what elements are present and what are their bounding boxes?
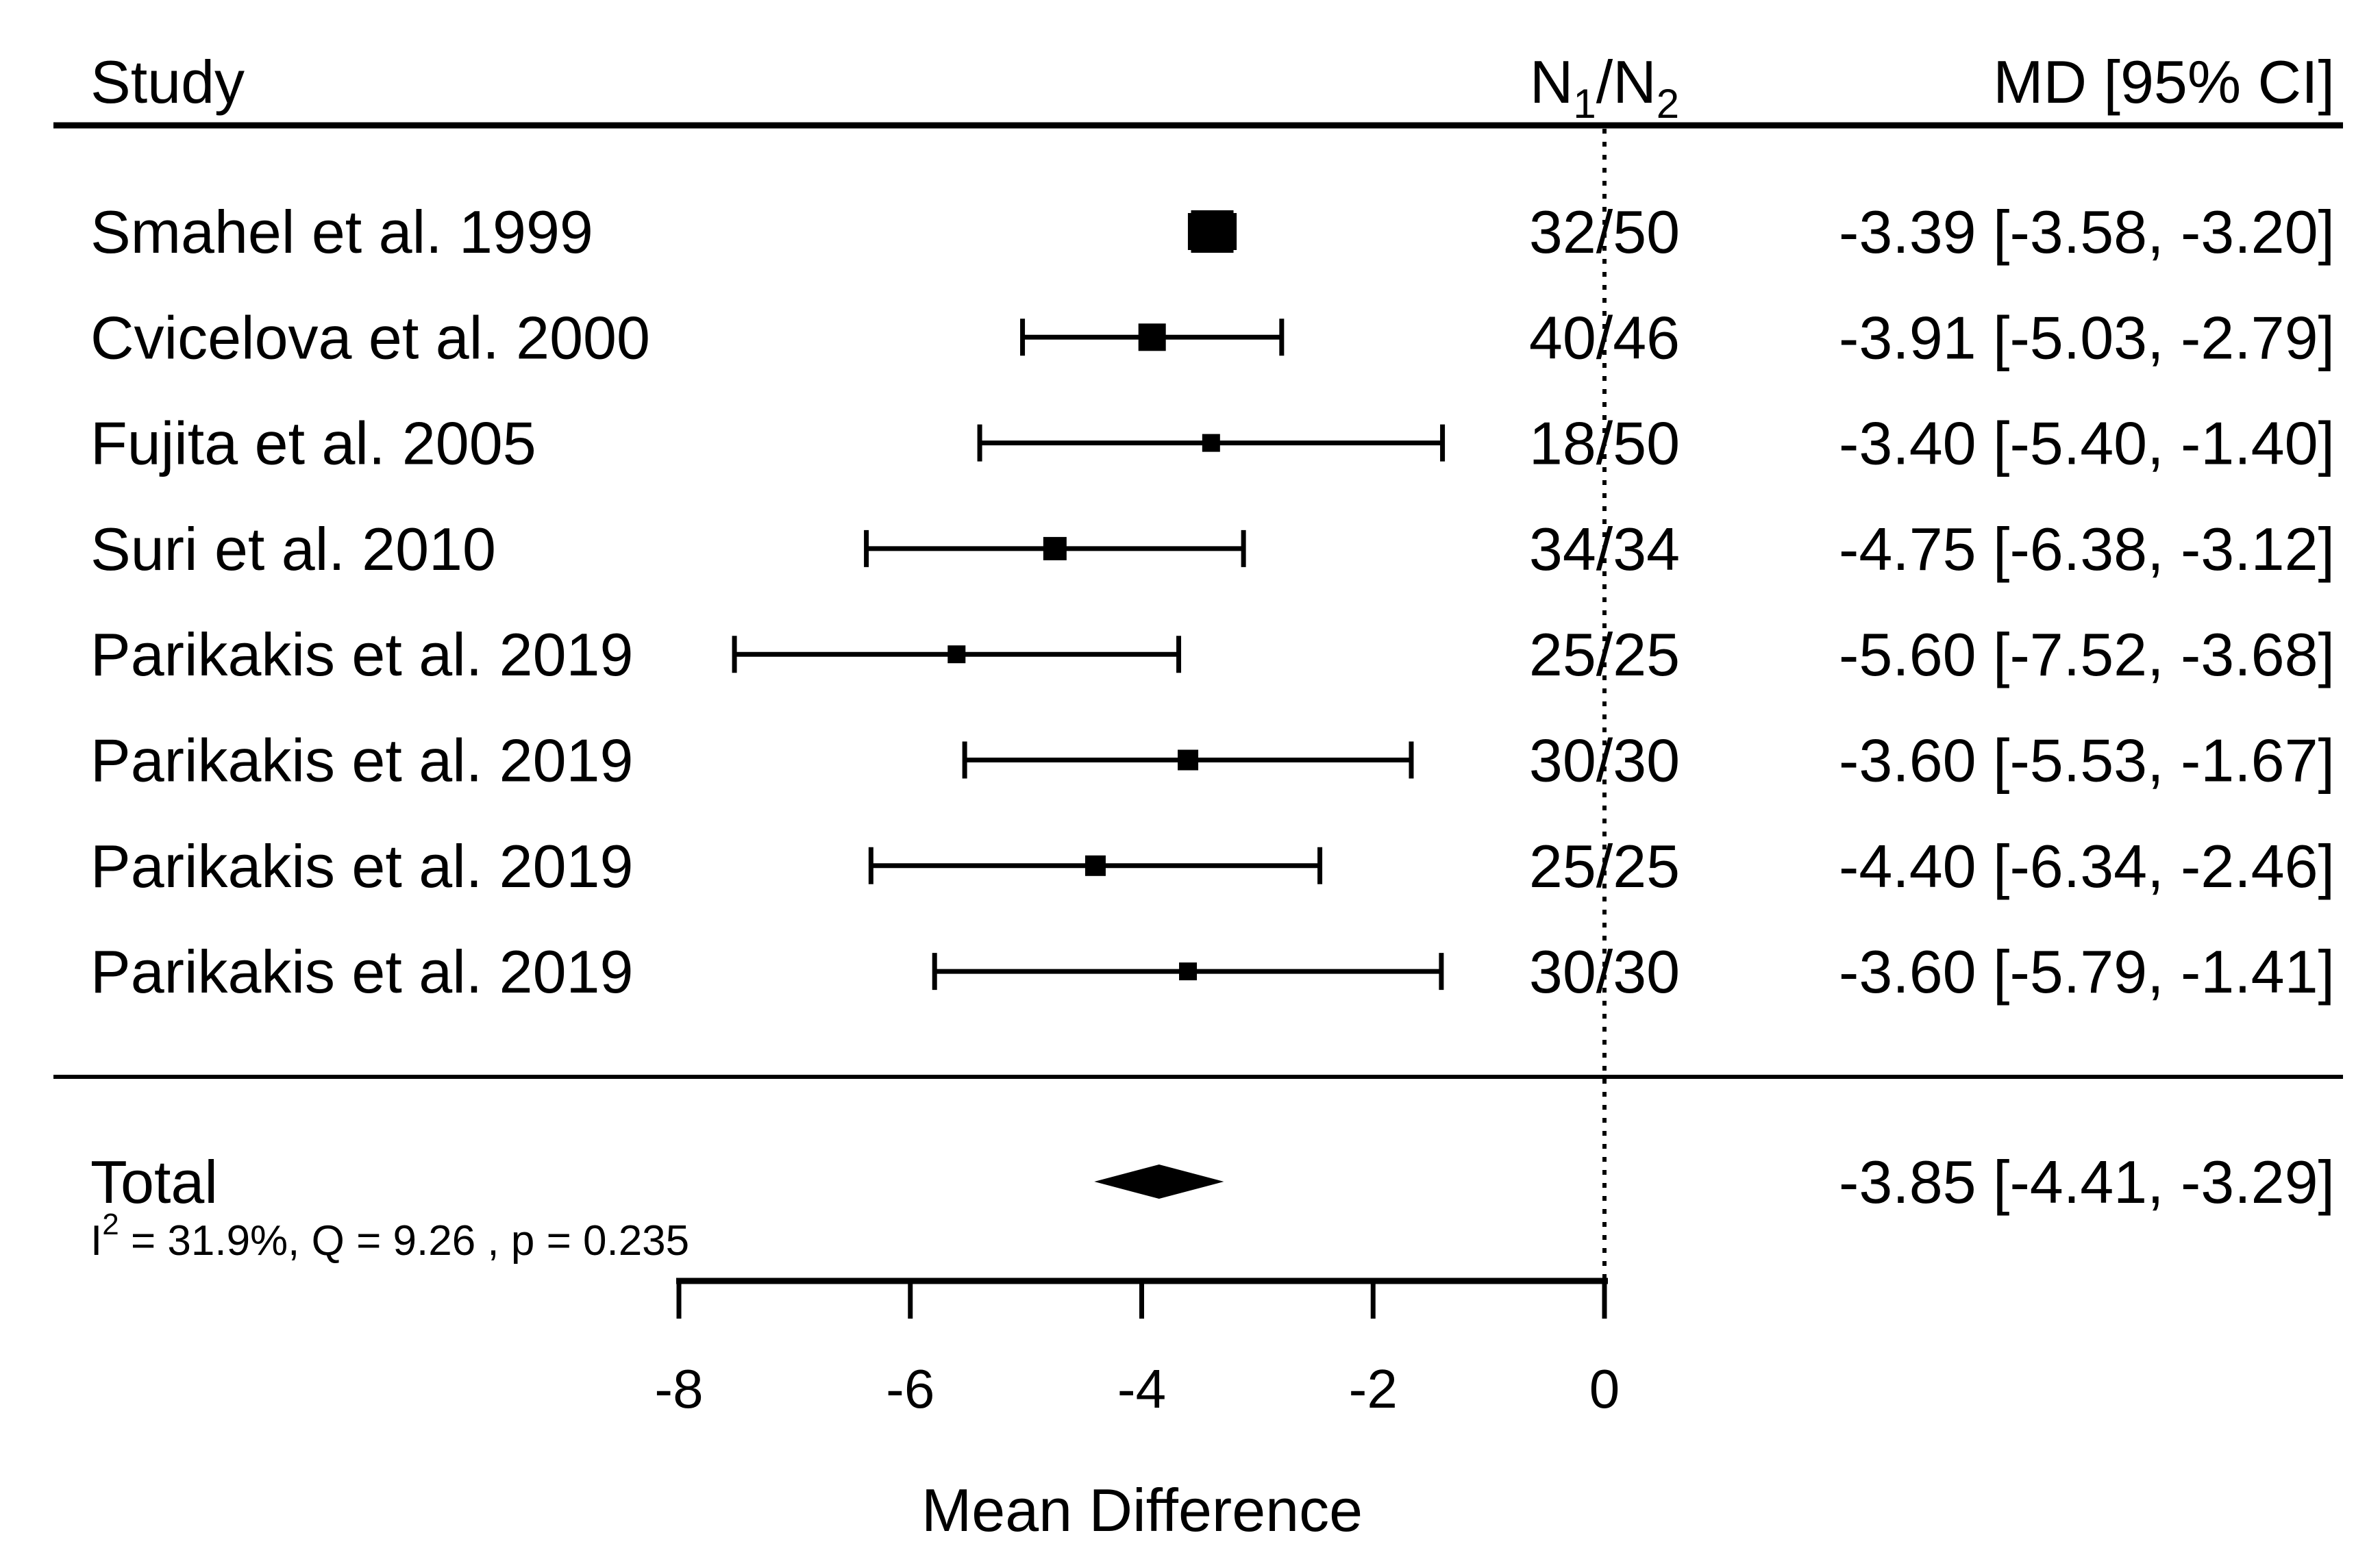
study-md-value: -4.75 [-6.38, -3.12]: [1839, 515, 2335, 583]
x-axis-tick-label: -2: [1349, 1358, 1398, 1419]
study-md-value: -3.40 [-5.40, -1.40]: [1839, 410, 2335, 477]
study-label: Cvicelova et al. 2000: [90, 303, 650, 371]
study-row: Parikakis et al. 2019 30/30 -3.60 [-5.79, …: [90, 938, 2335, 1006]
study-label: Fujita et al. 2005: [90, 410, 536, 477]
study-label: Parikakis et al. 2019: [90, 621, 633, 688]
study-n-value: 32/50: [1529, 198, 1680, 266]
study-md-value: -3.39 [-3.58, -3.20]: [1839, 198, 2335, 266]
heterogeneity-stat-sup: 2: [102, 1208, 119, 1241]
study-row: Suri et al. 2010 34/34 -4.75 [-6.38, -3.12…: [90, 515, 2335, 583]
study-n-value: 30/30: [1529, 727, 1680, 795]
column-header-study: Study: [90, 48, 245, 116]
x-axis-title: Mean Difference: [921, 1476, 1363, 1544]
total-md-value: -3.85 [-4.41, -3.29]: [1839, 1148, 2335, 1216]
study-row: Smahel et al. 1999 32/50 -3.39 [-3.58, -3.…: [90, 198, 2335, 266]
n-header-base1: N: [1530, 48, 1574, 116]
study-n-value: 25/25: [1529, 832, 1680, 900]
study-md-value: -3.60 [-5.79, -1.41]: [1839, 938, 2335, 1006]
study-n-value: 40/46: [1529, 303, 1680, 371]
column-header-n: N1/N2: [1530, 48, 1679, 127]
study-n-value: 18/50: [1529, 410, 1680, 477]
study-row: Parikakis et al. 2019 30/30 -3.60 [-5.53, …: [90, 727, 2335, 795]
heterogeneity-stats: I2 = 31.9%, Q = 9.26 , p = 0.235: [90, 1208, 689, 1265]
effect-marker: [1178, 749, 1199, 771]
heterogeneity-stat-base: I: [90, 1217, 102, 1265]
column-header-md: MD [95% CI]: [1993, 48, 2335, 116]
x-axis-tick-label: -6: [886, 1358, 934, 1419]
effect-marker: [1084, 855, 1106, 876]
study-n-value: 34/34: [1529, 515, 1680, 583]
study-md-value: -3.60 [-5.53, -1.67]: [1839, 727, 2335, 795]
x-axis-tick-label: 0: [1589, 1358, 1620, 1419]
study-md-value: -4.40 [-6.34, -2.46]: [1839, 832, 2335, 900]
x-axis-tick-label: -4: [1117, 1358, 1166, 1419]
study-label: Parikakis et al. 2019: [90, 727, 633, 795]
study-label: Smahel et al. 1999: [90, 198, 593, 266]
x-axis: -8 -6 -4 -2 0 Mean Difference: [654, 1278, 1620, 1544]
study-n-value: 25/25: [1529, 621, 1680, 688]
x-axis-tick-label: -8: [654, 1358, 703, 1419]
effect-marker: [947, 645, 966, 664]
study-n-value: 30/30: [1529, 938, 1680, 1006]
n-header-base2: /N: [1596, 48, 1657, 116]
study-md-value: -5.60 [-7.52, -3.68]: [1839, 621, 2335, 688]
effect-marker: [1191, 210, 1234, 253]
effect-marker: [1138, 323, 1166, 351]
total-diamond: [1094, 1164, 1224, 1199]
study-row: Fujita et al. 2005 18/50 -3.40 [-5.40, -1.…: [90, 410, 2335, 477]
heterogeneity-stat-text: = 31.9%, Q = 9.26 , p = 0.235: [119, 1217, 689, 1265]
study-row: Parikakis et al. 2019 25/25 -5.60 [-7.52, …: [90, 621, 2335, 688]
study-row: Cvicelova et al. 2000 40/46 -3.91 [-5.03, …: [90, 303, 2335, 371]
n-header-sub1: 1: [1573, 81, 1596, 127]
study-rows: Smahel et al. 1999 32/50 -3.39 [-3.58, -3.…: [90, 198, 2335, 1006]
study-label: Parikakis et al. 2019: [90, 938, 633, 1006]
n-header-sub2: 2: [1657, 81, 1679, 127]
effect-marker: [1179, 962, 1198, 981]
effect-marker: [1202, 434, 1220, 452]
x-axis-ticks: -8 -6 -4 -2 0: [654, 1281, 1620, 1419]
study-md-value: -3.91 [-5.03, -2.79]: [1839, 303, 2335, 371]
study-label: Parikakis et al. 2019: [90, 832, 633, 900]
total-label: Total: [90, 1148, 218, 1216]
effect-marker: [1043, 536, 1067, 560]
study-label: Suri et al. 2010: [90, 515, 496, 583]
study-row: Parikakis et al. 2019 25/25 -4.40 [-6.34, …: [90, 832, 2335, 900]
